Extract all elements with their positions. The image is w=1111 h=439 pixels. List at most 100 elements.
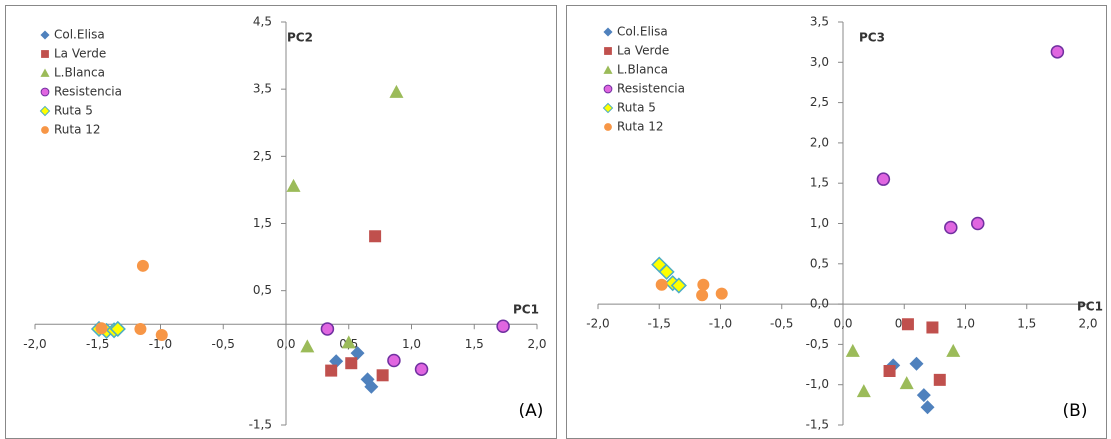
point bbox=[856, 384, 871, 398]
point bbox=[369, 230, 382, 243]
legend-marker bbox=[604, 47, 612, 55]
point bbox=[364, 379, 379, 394]
point bbox=[971, 216, 985, 231]
x-tick-label: -1,5 bbox=[86, 337, 109, 351]
y-tick-label: 3,5 bbox=[253, 82, 272, 96]
legend-marker bbox=[40, 87, 50, 97]
y-axis-title: PC3 bbox=[859, 31, 885, 45]
y-tick-label: -1,0 bbox=[806, 377, 829, 391]
point bbox=[134, 322, 147, 335]
x-tick-label: 2,0 bbox=[1078, 317, 1097, 331]
point bbox=[389, 84, 404, 98]
point bbox=[909, 356, 924, 371]
x-tick-label: 0,0 bbox=[833, 317, 852, 331]
legend-label: Resistencia bbox=[617, 82, 685, 96]
point bbox=[696, 289, 709, 302]
point bbox=[916, 388, 931, 403]
point bbox=[496, 319, 510, 334]
x-tick-label: 1,5 bbox=[465, 337, 484, 351]
legend-label: Ruta 5 bbox=[54, 104, 93, 118]
legend-label: Ruta 12 bbox=[617, 120, 664, 134]
x-tick-label: 1,5 bbox=[1017, 317, 1036, 331]
point bbox=[920, 400, 935, 415]
y-tick-label: -1,5 bbox=[806, 418, 829, 432]
point bbox=[883, 364, 896, 377]
legend-label: Ruta 5 bbox=[617, 101, 656, 115]
x-tick-label: 1,0 bbox=[956, 317, 975, 331]
point bbox=[136, 259, 149, 272]
y-axis-title: PC2 bbox=[287, 31, 313, 45]
point bbox=[345, 357, 358, 370]
legend-marker bbox=[602, 102, 614, 114]
point bbox=[670, 277, 687, 294]
point bbox=[655, 278, 668, 291]
x-axis-title: PC1 bbox=[513, 303, 539, 317]
legend-marker bbox=[39, 105, 51, 117]
x-tick-label: 2,0 bbox=[527, 337, 546, 351]
y-tick-label: 0,0 bbox=[810, 297, 829, 311]
legend-label: Col.Elisa bbox=[617, 25, 668, 39]
panel-frame bbox=[566, 5, 1107, 439]
legend-marker bbox=[603, 27, 613, 37]
legend-marker bbox=[41, 50, 49, 58]
point bbox=[944, 220, 958, 235]
point bbox=[387, 353, 401, 368]
y-tick-label: 4,5 bbox=[253, 15, 272, 29]
point bbox=[325, 364, 338, 377]
legend-marker bbox=[603, 65, 613, 74]
legend-marker bbox=[604, 123, 612, 131]
point bbox=[1050, 45, 1065, 59]
point bbox=[876, 172, 891, 186]
point bbox=[155, 328, 168, 341]
point bbox=[715, 287, 728, 300]
legend-marker bbox=[603, 84, 613, 94]
y-tick-label: -0,5 bbox=[806, 337, 829, 351]
y-tick-label: 1,5 bbox=[810, 176, 829, 190]
y-tick-label: 2,0 bbox=[810, 135, 829, 149]
y-tick-label: 0,5 bbox=[810, 256, 829, 270]
legend-label: La Verde bbox=[617, 44, 669, 58]
x-axis-title: PC1 bbox=[1077, 300, 1103, 314]
y-tick-label: 2,5 bbox=[253, 149, 272, 163]
x-tick-label: -1,0 bbox=[709, 317, 732, 331]
legend-marker bbox=[40, 30, 50, 40]
legend-label: Resistencia bbox=[54, 85, 122, 99]
point bbox=[946, 343, 961, 357]
x-tick-label: 1,0 bbox=[402, 337, 421, 351]
panel-frame bbox=[5, 5, 557, 439]
point bbox=[901, 318, 914, 331]
y-tick-label: 3,0 bbox=[810, 55, 829, 69]
point bbox=[414, 362, 429, 377]
point bbox=[658, 263, 675, 280]
y-tick-label: 1,5 bbox=[253, 216, 272, 230]
x-tick-label: -2,0 bbox=[23, 337, 46, 351]
point bbox=[845, 343, 860, 357]
point bbox=[320, 322, 335, 336]
y-tick-label: -1,5 bbox=[249, 418, 272, 432]
point bbox=[376, 369, 389, 382]
legend-label: L.Blanca bbox=[617, 63, 668, 77]
panel-label: (B) bbox=[1063, 401, 1088, 421]
legend-label: Ruta 12 bbox=[54, 123, 101, 137]
x-tick-label: -2,0 bbox=[586, 317, 609, 331]
y-tick-label: 1,0 bbox=[810, 216, 829, 230]
x-tick-label: -0,5 bbox=[770, 317, 793, 331]
point bbox=[899, 376, 914, 390]
point bbox=[286, 178, 301, 192]
x-tick-label: -1,0 bbox=[149, 337, 172, 351]
x-tick-label: -0,5 bbox=[212, 337, 235, 351]
y-tick-label: 2,5 bbox=[810, 95, 829, 109]
point bbox=[109, 320, 126, 338]
x-tick-label: 0,0 bbox=[276, 337, 295, 351]
point bbox=[300, 339, 315, 353]
y-tick-label: 3,5 bbox=[810, 15, 829, 29]
point bbox=[697, 278, 710, 291]
legend-marker bbox=[40, 68, 50, 77]
point bbox=[341, 335, 356, 349]
y-tick-label: 0,5 bbox=[253, 283, 272, 297]
legend-label: Col.Elisa bbox=[54, 28, 105, 42]
point bbox=[350, 346, 365, 361]
point bbox=[933, 373, 946, 386]
